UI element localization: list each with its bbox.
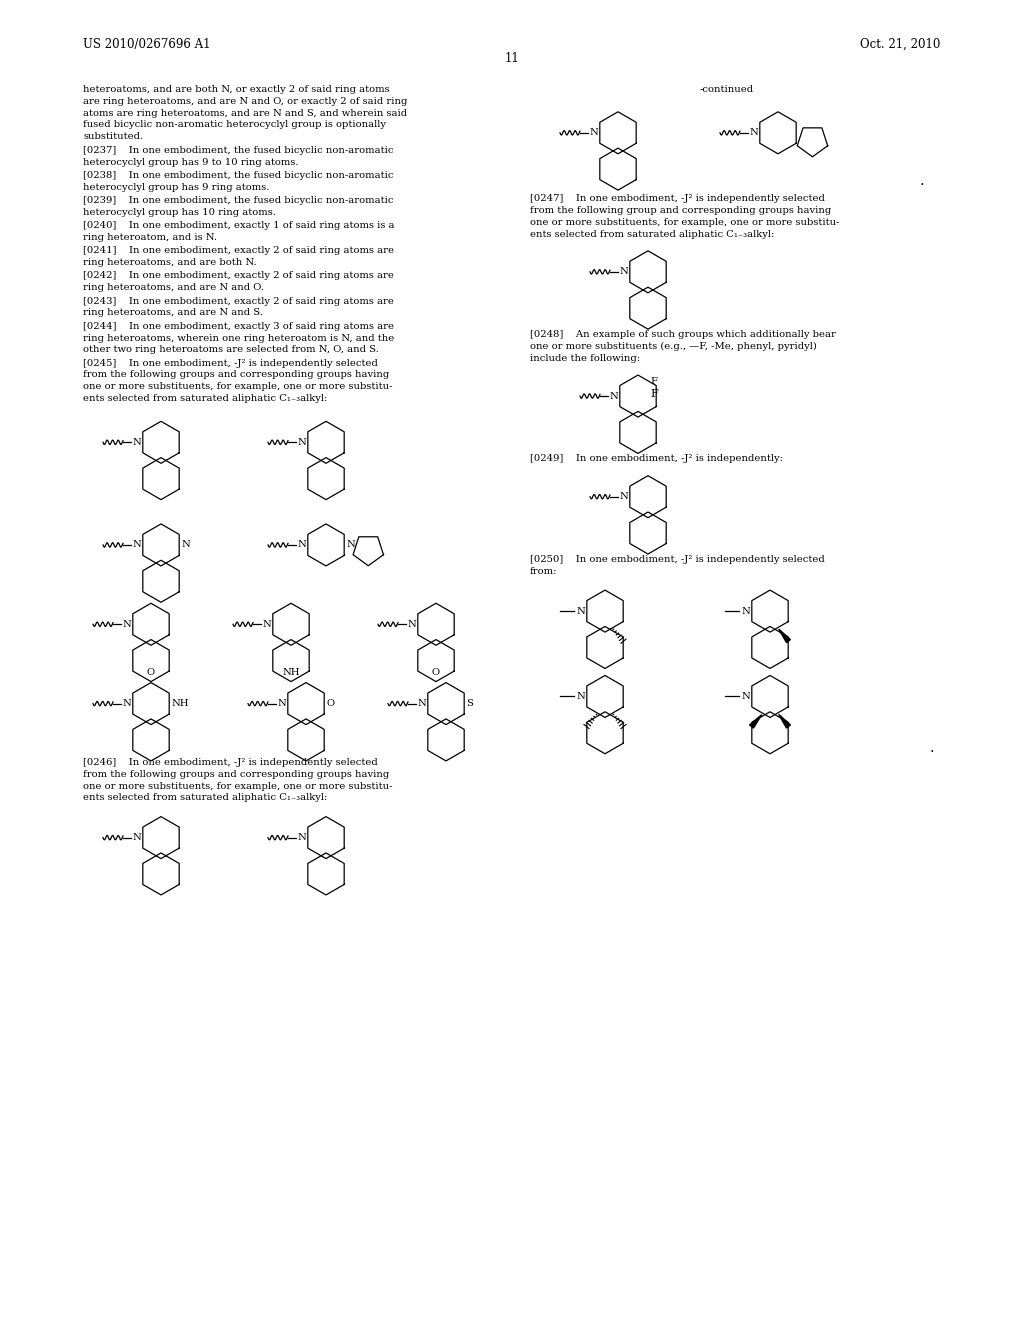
Text: from the following groups and corresponding groups having: from the following groups and correspond…	[83, 371, 389, 379]
Text: heterocyclyl group has 9 to 10 ring atoms.: heterocyclyl group has 9 to 10 ring atom…	[83, 158, 299, 166]
Text: N: N	[132, 833, 140, 842]
Polygon shape	[778, 630, 791, 643]
Text: N: N	[741, 607, 750, 615]
Text: NH: NH	[283, 668, 300, 677]
Text: N: N	[346, 540, 355, 549]
Text: ents selected from saturated aliphatic C₁₋₃alkyl:: ents selected from saturated aliphatic C…	[83, 793, 328, 803]
Text: N: N	[749, 128, 758, 137]
Text: [0242]    In one embodiment, exactly 2 of said ring atoms are: [0242] In one embodiment, exactly 2 of s…	[83, 272, 394, 281]
Text: N: N	[122, 700, 131, 708]
Text: [0246]    In one embodiment, -J² is independently selected: [0246] In one embodiment, -J² is indepen…	[83, 758, 378, 767]
Text: [0237]    In one embodiment, the fused bicyclic non-aromatic: [0237] In one embodiment, the fused bicy…	[83, 147, 393, 154]
Text: ents selected from saturated aliphatic C₁₋₃alkyl:: ents selected from saturated aliphatic C…	[83, 393, 328, 403]
Text: ring heteroatoms, and are both N.: ring heteroatoms, and are both N.	[83, 259, 257, 267]
Text: [0247]    In one embodiment, -J² is independently selected: [0247] In one embodiment, -J² is indepen…	[530, 194, 825, 203]
Text: ring heteroatoms, wherein one ring heteroatom is N, and the: ring heteroatoms, wherein one ring heter…	[83, 334, 394, 342]
Text: ring heteroatom, and is N.: ring heteroatom, and is N.	[83, 234, 217, 242]
Text: [0241]    In one embodiment, exactly 2 of said ring atoms are: [0241] In one embodiment, exactly 2 of s…	[83, 247, 394, 255]
Text: O: O	[146, 668, 155, 677]
Text: from the following group and corresponding groups having: from the following group and correspondi…	[530, 206, 831, 215]
Text: N: N	[417, 700, 426, 708]
Text: heterocyclyl group has 9 ring atoms.: heterocyclyl group has 9 ring atoms.	[83, 183, 269, 191]
Text: one or more substituents, for example, one or more substitu-: one or more substituents, for example, o…	[83, 383, 392, 391]
Text: O: O	[432, 668, 440, 677]
Text: N: N	[297, 833, 306, 842]
Text: one or more substituents, for example, one or more substitu-: one or more substituents, for example, o…	[83, 781, 392, 791]
Text: NH: NH	[171, 700, 188, 708]
Text: [0250]    In one embodiment, -J² is independently selected: [0250] In one embodiment, -J² is indepen…	[530, 554, 824, 564]
Text: [0243]    In one embodiment, exactly 2 of said ring atoms are: [0243] In one embodiment, exactly 2 of s…	[83, 297, 394, 306]
Text: fused bicyclic non-aromatic heterocyclyl group is optionally: fused bicyclic non-aromatic heterocyclyl…	[83, 120, 386, 129]
Polygon shape	[750, 714, 762, 729]
Text: N: N	[132, 438, 140, 446]
Polygon shape	[778, 714, 791, 729]
Text: F: F	[650, 378, 657, 385]
Text: include the following:: include the following:	[530, 354, 640, 363]
Text: S: S	[466, 700, 473, 708]
Text: [0245]    In one embodiment, -J² is independently selected: [0245] In one embodiment, -J² is indepen…	[83, 359, 378, 367]
Text: N: N	[297, 438, 306, 446]
Text: N: N	[262, 620, 270, 628]
Text: atoms are ring heteroatoms, and are N and S, and wherein said: atoms are ring heteroatoms, and are N an…	[83, 108, 408, 117]
Text: other two ring heteroatoms are selected from N, O, and S.: other two ring heteroatoms are selected …	[83, 346, 379, 354]
Text: from:: from:	[530, 566, 557, 576]
Text: [0238]    In one embodiment, the fused bicyclic non-aromatic: [0238] In one embodiment, the fused bicy…	[83, 172, 393, 180]
Text: N: N	[181, 540, 190, 549]
Text: .: .	[920, 174, 925, 189]
Text: N: N	[741, 692, 750, 701]
Text: -continued: -continued	[700, 84, 754, 94]
Text: heteroatoms, and are both N, or exactly 2 of said ring atoms: heteroatoms, and are both N, or exactly …	[83, 84, 389, 94]
Text: [0244]    In one embodiment, exactly 3 of said ring atoms are: [0244] In one embodiment, exactly 3 of s…	[83, 322, 394, 331]
Text: O: O	[327, 700, 335, 708]
Text: substituted.: substituted.	[83, 132, 143, 141]
Text: one or more substituents, for example, one or more substitu-: one or more substituents, for example, o…	[530, 218, 840, 227]
Text: N: N	[618, 268, 628, 276]
Text: N: N	[575, 692, 585, 701]
Text: ring heteroatoms, and are N and S.: ring heteroatoms, and are N and S.	[83, 309, 263, 317]
Text: N: N	[122, 620, 131, 628]
Text: N: N	[278, 700, 286, 708]
Text: from the following groups and corresponding groups having: from the following groups and correspond…	[83, 770, 389, 779]
Text: heterocyclyl group has 10 ring atoms.: heterocyclyl group has 10 ring atoms.	[83, 209, 275, 216]
Text: [0248]    An example of such groups which additionally bear: [0248] An example of such groups which a…	[530, 330, 836, 339]
Text: N: N	[297, 540, 306, 549]
Text: N: N	[618, 492, 628, 502]
Text: [0239]    In one embodiment, the fused bicyclic non-aromatic: [0239] In one embodiment, the fused bicy…	[83, 197, 393, 205]
Text: N: N	[609, 392, 617, 400]
Text: are ring heteroatoms, and are N and O, or exactly 2 of said ring: are ring heteroatoms, and are N and O, o…	[83, 96, 408, 106]
Text: Oct. 21, 2010: Oct. 21, 2010	[859, 38, 940, 51]
Text: ents selected from saturated aliphatic C₁₋₃alkyl:: ents selected from saturated aliphatic C…	[530, 230, 774, 239]
Text: one or more substituents (e.g., —F, -Me, phenyl, pyridyl): one or more substituents (e.g., —F, -Me,…	[530, 342, 817, 351]
Text: N: N	[132, 540, 140, 549]
Text: 11: 11	[505, 51, 519, 65]
Text: N: N	[575, 607, 585, 615]
Text: US 2010/0267696 A1: US 2010/0267696 A1	[83, 38, 211, 51]
Text: [0249]    In one embodiment, -J² is independently:: [0249] In one embodiment, -J² is indepen…	[530, 454, 783, 463]
Text: [0240]    In one embodiment, exactly 1 of said ring atoms is a: [0240] In one embodiment, exactly 1 of s…	[83, 222, 394, 230]
Text: N: N	[407, 620, 416, 628]
Text: N: N	[589, 128, 598, 137]
Text: .: .	[930, 741, 935, 755]
Text: ring heteroatoms, and are N and O.: ring heteroatoms, and are N and O.	[83, 284, 264, 292]
Text: F: F	[650, 389, 658, 399]
